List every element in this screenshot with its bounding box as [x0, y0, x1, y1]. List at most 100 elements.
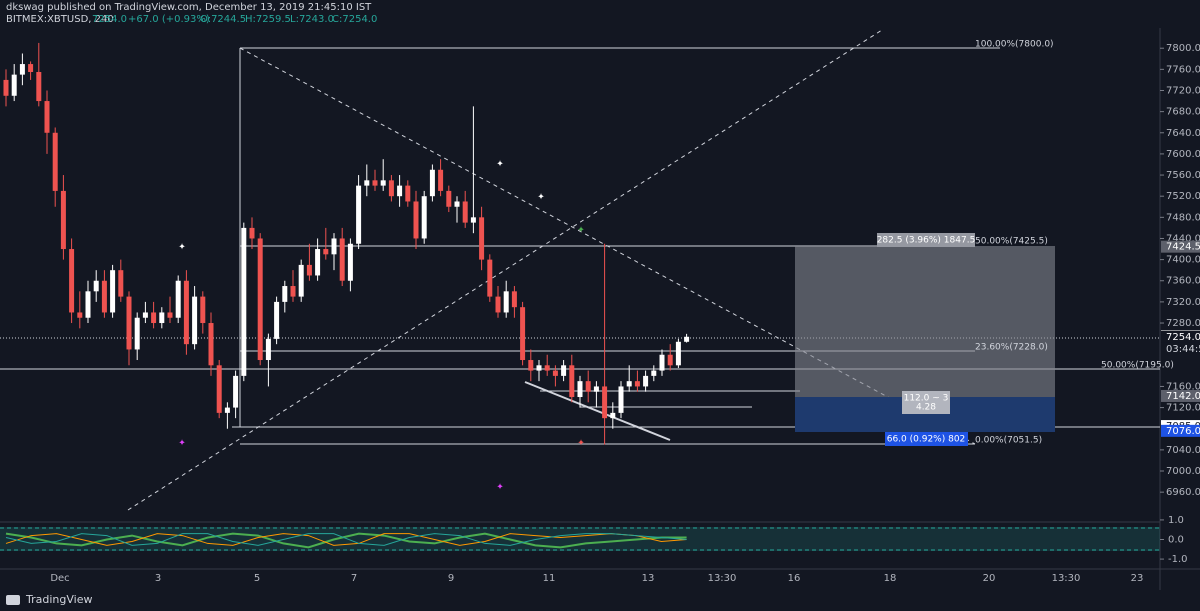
trend-dashed — [239, 47, 976, 445]
trend-dashed — [127, 29, 883, 511]
signal: ✦ — [496, 483, 504, 493]
candle-body — [479, 217, 485, 260]
candle-body — [257, 238, 263, 361]
candle-body — [200, 296, 206, 324]
signal: ✦ — [537, 193, 545, 203]
candle-body — [142, 312, 148, 318]
candle-body — [347, 243, 353, 281]
y-tick-label: 7640.0 — [1166, 128, 1200, 139]
candle-body — [298, 264, 304, 297]
candle-body — [282, 286, 288, 302]
x-tick-label: 7 — [351, 573, 357, 584]
candle-body — [356, 185, 362, 244]
y-tick-label: 7400.0 — [1166, 255, 1200, 266]
ohlc-open: O:7244.5 — [200, 14, 246, 25]
candle-body — [134, 317, 140, 350]
annotation: 112.0 ~ 3 — [904, 394, 949, 404]
candle-body — [421, 196, 427, 239]
candle-body — [241, 227, 247, 376]
y-tick-label: 7040.0 — [1166, 445, 1200, 456]
candle-body — [380, 180, 386, 186]
candle-body — [28, 64, 34, 72]
candle-body — [93, 280, 99, 292]
candle-body — [290, 286, 296, 297]
author-line: dkswag published on TradingView.com, Dec… — [6, 2, 372, 13]
x-tick-label: 13:30 — [1052, 573, 1081, 584]
candle-body — [405, 185, 411, 202]
candle-body — [364, 180, 370, 186]
label-box — [877, 233, 975, 247]
signal: ✦ — [178, 439, 186, 449]
candle-body — [675, 341, 681, 366]
ohlc-close: C:7254.0 — [332, 14, 377, 25]
candle-body — [684, 336, 690, 342]
x-tick-label: 13 — [642, 573, 655, 584]
candle-body — [265, 338, 271, 361]
signals: ✦ ✦ ✦ ✦ ✦ ✦ ✦ — [178, 160, 585, 493]
y-tick-label: 7760.0 — [1166, 64, 1200, 75]
candle-body — [585, 381, 591, 392]
candle-body — [503, 291, 509, 313]
label-box — [885, 432, 968, 446]
last-price: 7254.0 — [92, 14, 127, 25]
candle-body — [36, 71, 42, 102]
countdown: 03:44:51 — [1166, 344, 1200, 355]
candle-body — [651, 370, 657, 376]
candle-body — [602, 386, 608, 419]
annotation: 0.00%(7051.5) — [975, 436, 1042, 446]
candle-body — [126, 296, 132, 350]
brand-logo — [6, 595, 20, 605]
oscillator-line — [5, 532, 687, 549]
price-label-box — [1161, 330, 1200, 343]
y-tick-label: 7800.0 — [1166, 43, 1200, 54]
candle-body — [372, 180, 378, 186]
candle-body — [634, 381, 640, 387]
price-label-box — [1161, 424, 1200, 437]
candle-body — [224, 407, 230, 413]
x-tick-label: 23 — [1131, 573, 1144, 584]
x-tick-label: 3 — [155, 573, 161, 584]
price-label: 7254.0 — [1166, 332, 1200, 343]
candle-body — [331, 238, 337, 255]
candle-body — [561, 365, 567, 376]
candle-body — [44, 101, 50, 133]
x-tick-label: 13:30 — [708, 573, 737, 584]
brand: TradingView — [25, 593, 92, 606]
x-tick-label: 20 — [983, 573, 996, 584]
annotation: 50.00%(7425.5) — [975, 237, 1048, 247]
candle-body — [216, 365, 222, 413]
annotation: 66.0 (0.92%) 802 — [887, 435, 966, 445]
candle-body — [192, 296, 198, 345]
x-tick-label: 9 — [448, 573, 454, 584]
candle-body — [429, 169, 435, 197]
annotation: 4.28 — [916, 403, 936, 413]
signal: ✦ — [178, 243, 186, 253]
candle-body — [487, 259, 493, 297]
ohlc-low: L:7243.0 — [290, 14, 334, 25]
oscillator-band — [0, 527, 1160, 551]
candle-body — [659, 354, 665, 371]
candle-body — [315, 249, 321, 276]
price-label: 7424.5 — [1166, 242, 1200, 253]
price-label-box — [1161, 389, 1200, 402]
signal: ✦ — [496, 160, 504, 170]
candle-body — [618, 386, 624, 413]
x-tick-label: Dec — [50, 573, 69, 584]
symbol: BITMEX:XBTUSD, 240 — [6, 14, 114, 25]
candle-body — [552, 370, 558, 376]
candle-body — [52, 132, 58, 191]
candle-body — [19, 64, 25, 75]
y-tick-label: 7600.0 — [1166, 149, 1200, 160]
x-tick-label: 5 — [254, 573, 260, 584]
candle-body — [536, 365, 542, 371]
y-tick-label: 7120.0 — [1166, 403, 1200, 414]
y-tick-label: 7360.0 — [1166, 276, 1200, 287]
change: +67.0 (+0.93%) — [128, 14, 210, 25]
candle-body — [593, 386, 599, 392]
candle-body — [175, 280, 181, 318]
y-tick-label: 6960.0 — [1166, 487, 1200, 498]
candle-body — [77, 312, 83, 318]
candle-body — [577, 381, 583, 398]
candle-body — [60, 190, 66, 250]
